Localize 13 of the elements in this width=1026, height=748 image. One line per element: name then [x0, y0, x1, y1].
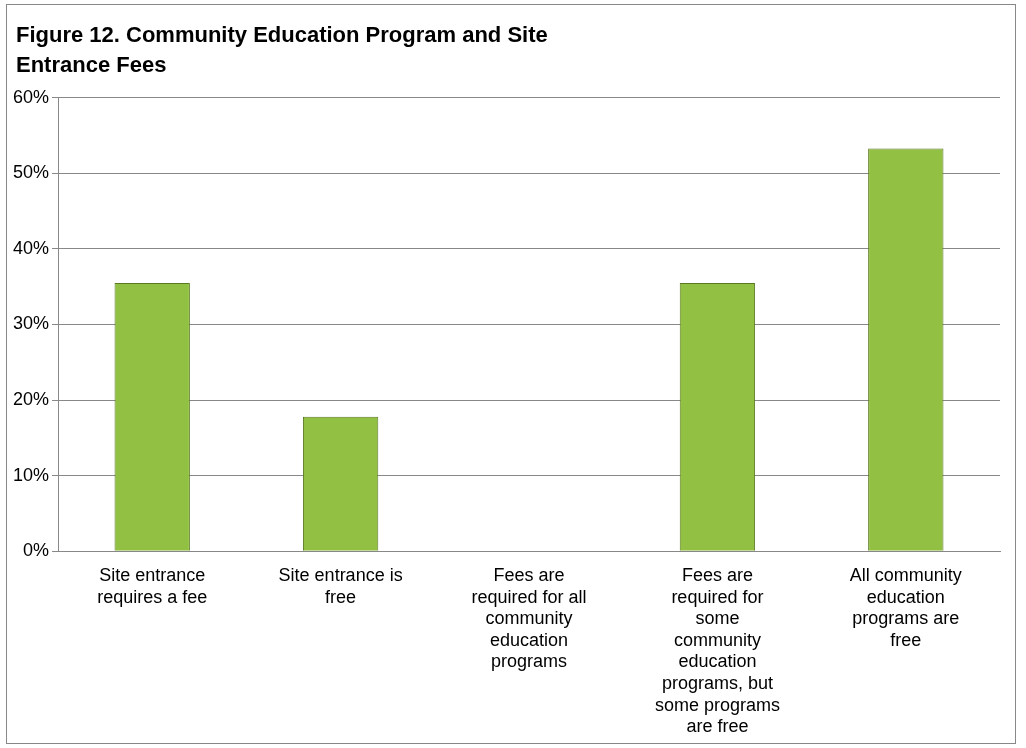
x-tick-label: All community education programs are free [849, 564, 962, 650]
y-tick-label: 10% [13, 464, 50, 485]
y-tick-label: 20% [13, 389, 50, 410]
y-tick-label: 50% [13, 162, 50, 183]
x-tick-label: Site entrance is free [278, 564, 403, 607]
y-tick-label: 0% [23, 540, 50, 561]
x-tick-label: Site entrance requires a fee [97, 564, 208, 607]
y-tick-label: 40% [13, 237, 50, 258]
y-tick-label: 30% [13, 313, 50, 334]
x-tick-label: Fees are required for some community education programs, but some programs are free [654, 564, 780, 737]
chart-title: Figure 12. Community Education Program and Site Entrance Fees [16, 21, 549, 79]
y-tick-label: 60% [13, 86, 50, 107]
x-tick-label: Fees are required for all community education programs [471, 564, 587, 672]
